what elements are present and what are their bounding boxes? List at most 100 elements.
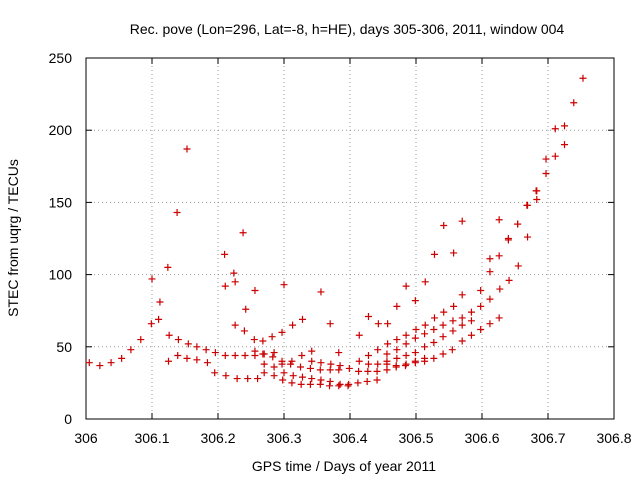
data-point-marker [242, 305, 250, 313]
data-point-marker [336, 380, 344, 388]
data-point-marker [326, 366, 334, 374]
data-point-marker [308, 375, 316, 383]
data-point-marker [278, 360, 286, 368]
data-point-marker [383, 357, 391, 365]
data-point-marker [364, 367, 372, 375]
data-point-marker [148, 275, 156, 283]
data-point-marker [496, 285, 504, 293]
data-point-marker [184, 340, 192, 348]
x-tick-label: 306.3 [266, 430, 301, 446]
data-point-marker [430, 325, 438, 333]
data-point-marker [363, 377, 371, 385]
data-point-marker [458, 321, 466, 329]
x-tick-label: 306.1 [134, 430, 169, 446]
data-point-marker [354, 379, 362, 387]
data-point-marker [344, 382, 352, 390]
data-point-marker [298, 315, 306, 323]
data-point-marker [450, 249, 458, 257]
data-point-marker [374, 320, 382, 328]
data-point-marker [477, 325, 485, 333]
data-point-marker [270, 372, 278, 380]
data-point-marker [298, 373, 306, 381]
x-tick-label: 306.7 [530, 430, 565, 446]
data-point-marker [542, 170, 550, 178]
data-point-marker [259, 337, 267, 345]
data-point-marker [165, 331, 173, 339]
data-point-marker [542, 155, 550, 163]
data-point-marker [221, 250, 229, 258]
data-point-marker [173, 209, 181, 217]
data-point-marker [411, 359, 419, 367]
data-point-marker [297, 380, 305, 388]
data-point-marker [374, 346, 382, 354]
data-point-marker [393, 354, 401, 362]
data-point-marker [421, 343, 429, 351]
data-point-marker [393, 346, 401, 354]
data-point-marker [450, 302, 458, 310]
data-point-marker [278, 328, 286, 336]
data-point-marker [524, 233, 532, 241]
data-point-marker [402, 360, 410, 368]
data-point-marker [467, 317, 475, 325]
data-point-marker [222, 372, 230, 380]
data-point-marker [579, 74, 587, 82]
data-point-marker [317, 288, 325, 296]
data-point-marker [402, 282, 410, 290]
x-tick-label: 306.4 [332, 430, 367, 446]
data-point-marker [440, 308, 448, 316]
data-point-marker [514, 220, 522, 228]
data-point-marker [156, 298, 164, 306]
data-point-marker [412, 325, 420, 333]
data-point-marker [335, 366, 343, 374]
data-point-marker [306, 380, 314, 388]
data-point-marker [373, 376, 381, 384]
data-point-marker [231, 321, 239, 329]
data-point-marker [421, 357, 429, 365]
data-point-marker [221, 351, 229, 359]
data-point-marker [449, 327, 457, 335]
data-point-marker [402, 331, 410, 339]
data-point-marker [85, 359, 93, 367]
y-axis-label: STEC from uqrg / TECUs [5, 159, 21, 317]
data-point-marker [230, 269, 238, 277]
x-tick-label: 306.5 [398, 430, 433, 446]
data-point-marker [486, 255, 494, 263]
data-point-marker [421, 330, 429, 338]
data-point-marker [270, 363, 278, 371]
data-point-marker [164, 263, 172, 271]
data-point-marker [306, 364, 314, 372]
data-point-marker [384, 340, 392, 348]
data-point-marker [317, 359, 325, 367]
data-point-marker [383, 350, 391, 358]
x-tick-label: 306.2 [200, 430, 235, 446]
data-point-marker [279, 376, 287, 384]
data-point-marker [316, 366, 324, 374]
data-point-marker [495, 314, 503, 322]
data-point-marker [335, 382, 343, 390]
data-point-marker [244, 375, 252, 383]
data-point-marker [183, 354, 191, 362]
data-point-marker [384, 320, 392, 328]
data-point-marker [401, 362, 409, 370]
data-point-marker [467, 331, 475, 339]
data-point-marker [165, 357, 172, 365]
data-point-marker [280, 369, 288, 377]
data-point-marker [231, 278, 239, 286]
data-point-marker [514, 262, 522, 270]
data-point-marker [174, 336, 182, 344]
data-point-marker [288, 379, 296, 387]
data-point-marker [458, 337, 466, 345]
y-tick-label: 200 [49, 122, 73, 138]
data-point-marker [254, 375, 262, 383]
data-point-marker [297, 363, 304, 371]
data-point-marker [439, 350, 447, 358]
data-point-marker [336, 362, 344, 370]
data-point-marker [280, 281, 288, 289]
data-point-marker [458, 314, 466, 322]
data-point-marker [504, 236, 512, 244]
data-point-marker [239, 229, 247, 237]
data-point-marker [495, 216, 503, 224]
data-point-marker [458, 217, 466, 225]
data-point-marker [147, 320, 155, 328]
data-point-marker [96, 362, 104, 370]
